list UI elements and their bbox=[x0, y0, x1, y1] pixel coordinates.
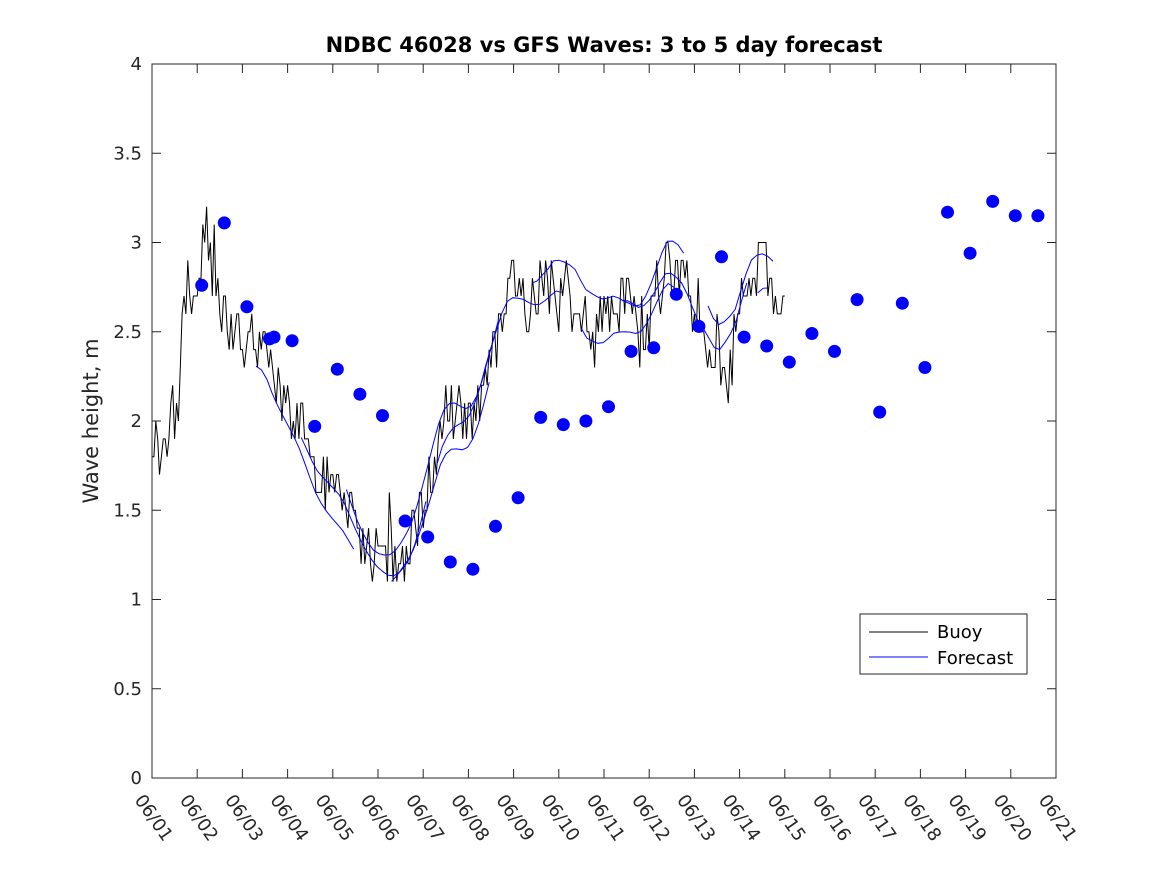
y-axis: 0 0.5 1 1.5 2 2.5 3 3.5 4 bbox=[113, 54, 1056, 789]
y-axis-label: Wave height, m bbox=[79, 338, 103, 503]
y-tick-label: 2.5 bbox=[113, 322, 142, 343]
forecast-marker bbox=[267, 330, 281, 344]
forecast-marker bbox=[647, 341, 661, 355]
forecast-line bbox=[255, 365, 355, 550]
forecast-marker bbox=[330, 362, 344, 376]
forecast-line bbox=[391, 382, 490, 582]
forecast-marker bbox=[941, 205, 954, 219]
forecast-series bbox=[255, 240, 774, 582]
forecast-line bbox=[580, 282, 680, 344]
forecast-marker bbox=[534, 410, 548, 424]
forecast-marker bbox=[715, 250, 728, 264]
forecast-marker bbox=[556, 418, 570, 432]
forecast-marker bbox=[308, 419, 322, 433]
forecast-marker bbox=[918, 361, 932, 374]
forecast-line bbox=[531, 240, 685, 307]
forecast-marker bbox=[285, 334, 299, 348]
forecast-marker bbox=[850, 293, 864, 307]
forecast-line bbox=[757, 287, 769, 294]
forecast-marker bbox=[240, 300, 254, 314]
forecast-marker bbox=[217, 216, 231, 230]
y-tick-label: 4 bbox=[131, 54, 142, 75]
forecast-marker bbox=[873, 405, 887, 419]
forecast-marker bbox=[782, 355, 796, 369]
forecast-marker bbox=[353, 387, 367, 401]
legend-buoy-label: Buoy bbox=[937, 622, 983, 643]
y-tick-label: 1.5 bbox=[113, 500, 142, 521]
forecast-line bbox=[300, 437, 427, 577]
y-tick-label: 0 bbox=[131, 768, 142, 789]
forecast-line bbox=[436, 290, 562, 465]
forecast-marker bbox=[963, 246, 977, 260]
forecast-marker bbox=[511, 491, 525, 505]
chart-title: NDBC 46028 vs GFS Waves: 3 to 5 day fore… bbox=[326, 33, 883, 57]
legend: Buoy Forecast bbox=[859, 613, 1028, 675]
forecast-markers bbox=[195, 194, 1045, 576]
forecast-marker bbox=[376, 409, 389, 423]
forecast-marker bbox=[466, 562, 480, 576]
forecast-marker bbox=[895, 296, 909, 310]
forecast-marker bbox=[579, 414, 593, 428]
forecast-marker bbox=[1008, 209, 1022, 223]
forecast-marker bbox=[489, 519, 502, 533]
legend-box bbox=[859, 613, 1028, 675]
forecast-line bbox=[622, 272, 748, 351]
forecast-line bbox=[345, 320, 499, 556]
y-tick-label: 1 bbox=[131, 590, 142, 611]
forecast-marker bbox=[828, 344, 841, 358]
forecast-marker bbox=[737, 330, 751, 344]
forecast-marker bbox=[421, 530, 435, 544]
y-tick-label: 2 bbox=[131, 411, 142, 432]
forecast-marker bbox=[195, 278, 209, 292]
forecast-marker bbox=[692, 319, 706, 333]
forecast-marker bbox=[602, 400, 615, 414]
forecast-marker bbox=[1031, 209, 1045, 223]
y-tick-label: 3 bbox=[131, 233, 142, 254]
forecast-marker bbox=[443, 555, 457, 569]
forecast-line bbox=[707, 253, 774, 326]
y-tick-label: 3.5 bbox=[113, 143, 142, 164]
y-tick-label: 0.5 bbox=[113, 679, 142, 700]
forecast-marker bbox=[760, 339, 774, 353]
forecast-marker bbox=[624, 344, 638, 358]
legend-forecast-label: Forecast bbox=[937, 648, 1013, 669]
forecast-marker bbox=[669, 287, 683, 301]
forecast-marker bbox=[398, 514, 412, 528]
forecast-marker bbox=[805, 327, 819, 340]
forecast-marker bbox=[986, 194, 1000, 208]
